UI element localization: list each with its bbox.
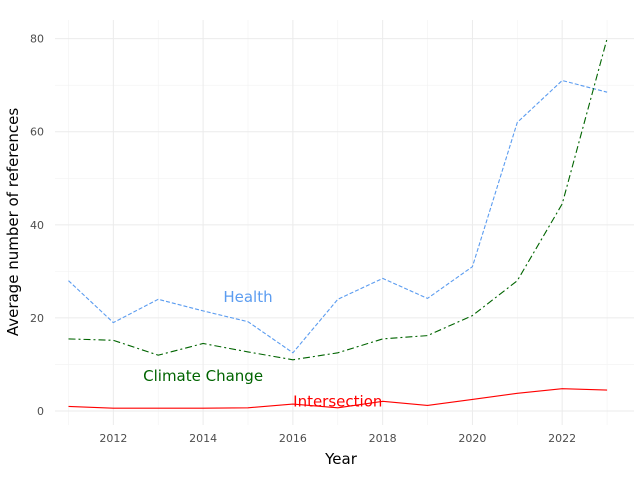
y-tick-label: 40 [30,219,44,232]
x-tick-label: 2012 [99,432,127,445]
series-labels: Health Climate Change Intersection [143,288,382,411]
y-axis-ticks: 0 20 40 60 80 [30,33,44,418]
x-tick-label: 2018 [369,432,397,445]
y-tick-label: 20 [30,312,44,325]
x-tick-label: 2022 [548,432,576,445]
series-line-climate-change [68,38,608,361]
series-label-climate-change: Climate Change [143,367,263,385]
x-tick-label: 2014 [189,432,217,445]
x-tick-label: 2020 [458,432,486,445]
x-axis-title: Year [324,450,358,468]
y-tick-label: 60 [30,126,44,139]
x-tick-label: 2016 [279,432,307,445]
series-line-intersection [68,388,608,409]
series-label-intersection: Intersection [293,393,382,411]
series-lines [68,38,608,409]
grid [55,20,634,425]
series-label-health: Health [223,288,272,306]
series-line-health [68,79,608,354]
y-tick-label: 80 [30,33,44,46]
x-axis-ticks: 2012 2014 2016 2018 2020 2022 [99,432,576,445]
y-tick-label: 0 [37,405,44,418]
y-axis-title: Average number of references [4,108,22,337]
